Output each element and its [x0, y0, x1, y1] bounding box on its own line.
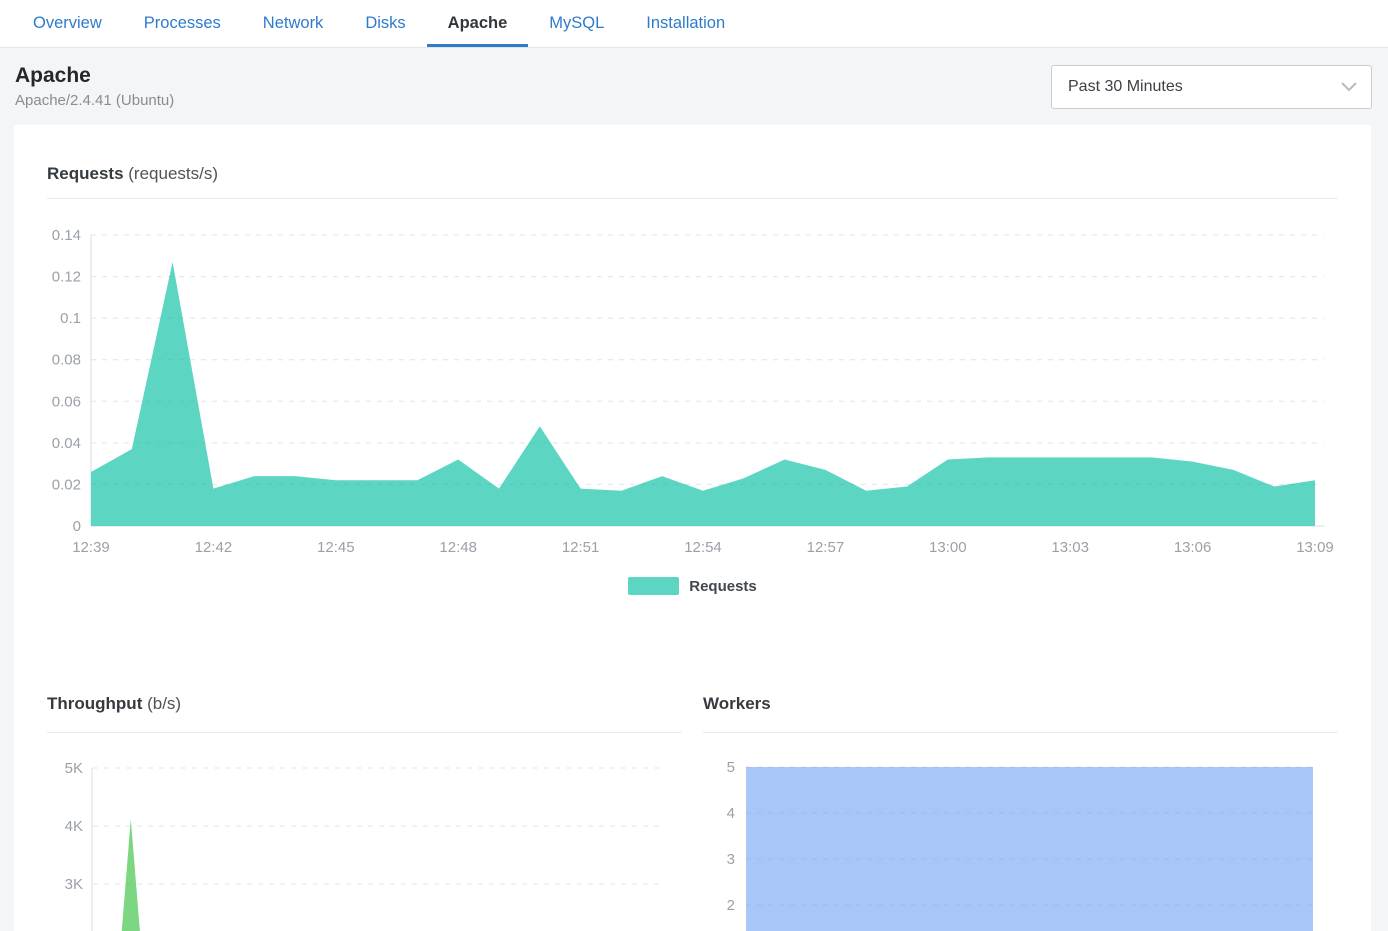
- y-tick-label: 0.1: [60, 310, 81, 327]
- y-tick-label: 0: [73, 518, 81, 535]
- legend-label: Requests: [689, 577, 757, 595]
- y-tick-label: 5K: [65, 760, 83, 777]
- y-tick-label: 3: [727, 851, 735, 868]
- legend-swatch: [628, 577, 680, 595]
- throughput-chart-svg: 3K 4K 5K: [65, 760, 664, 931]
- section-divider: [703, 732, 1338, 733]
- y-tick-label: 4K: [65, 818, 83, 835]
- workers-chart-section: Workers 2 3 4 5: [703, 694, 1338, 931]
- x-tick-label: 13:00: [929, 539, 967, 556]
- y-tick-label: 0.08: [52, 352, 81, 369]
- y-tick-label: 4: [727, 805, 735, 822]
- page-header-text: Apache Apache/2.4.41 (Ubuntu): [15, 64, 174, 108]
- x-tick-label: 13:06: [1174, 539, 1212, 556]
- tab-network[interactable]: Network: [262, 14, 324, 32]
- tab-mysql[interactable]: MySQL: [549, 14, 605, 32]
- content-card: Requests (requests/s) 0 0.02 0.04 0.06 0.08 0…: [14, 125, 1371, 931]
- area-series-workers: [746, 767, 1313, 931]
- tab-bar: Overview Processes Network Disks Apache MySQL…: [0, 0, 1388, 48]
- requests-chart-svg: 0 0.02 0.04 0.06 0.08 0.1 0.12 0.14 12:39 12:42 12…: [52, 227, 1334, 556]
- x-tick-label: 13:09: [1296, 539, 1334, 556]
- tab-disks[interactable]: Disks: [365, 14, 406, 32]
- throughput-chart[interactable]: 3K 4K 5K: [47, 733, 682, 931]
- x-tick-label: 12:48: [439, 539, 477, 556]
- tab-apache[interactable]: Apache: [426, 0, 529, 47]
- area-series-throughput: [121, 819, 140, 931]
- y-tick-label: 0.02: [52, 476, 81, 493]
- tab-installation[interactable]: Installation: [646, 14, 726, 32]
- requests-chart-legend: Requests: [47, 577, 1338, 595]
- x-tick-label: 12:54: [684, 539, 722, 556]
- workers-chart-svg: 2 3 4 5: [727, 759, 1313, 931]
- y-tick-label: 2: [727, 897, 735, 914]
- y-tick-label: 0.04: [52, 435, 81, 452]
- x-tick-label: 12:51: [562, 539, 600, 556]
- area-series-requests: [91, 262, 1315, 526]
- throughput-chart-title: Throughput (b/s): [47, 694, 182, 713]
- page-header: Apache Apache/2.4.41 (Ubuntu) Past 30 Mi…: [0, 48, 1388, 125]
- y-tick-label: 0.06: [52, 393, 81, 410]
- section-divider: [47, 732, 682, 733]
- throughput-chart-section: Throughput (b/s) 3K 4K 5K: [47, 694, 682, 931]
- requests-chart-title: Requests (requests/s): [47, 164, 219, 183]
- requests-chart[interactable]: 0 0.02 0.04 0.06 0.08 0.1 0.12 0.14 12:39 12:42 12…: [47, 199, 1338, 565]
- y-tick-label: 0.12: [52, 269, 81, 286]
- bottom-charts-row: Throughput (b/s) 3K 4K 5K Workers 2 3 4 5: [47, 694, 1338, 931]
- x-tick-label: 12:45: [317, 539, 355, 556]
- requests-chart-section: Requests (requests/s) 0 0.02 0.04 0.06 0.08 0…: [47, 164, 1338, 595]
- x-tick-label: 13:03: [1051, 539, 1089, 556]
- y-tick-label: 5: [727, 759, 735, 776]
- workers-chart-title: Workers: [703, 694, 771, 713]
- y-tick-label: 3K: [65, 876, 83, 893]
- y-tick-label: 0.14: [52, 227, 81, 244]
- x-tick-label: 12:42: [195, 539, 233, 556]
- x-tick-label: 12:39: [72, 539, 110, 556]
- chevron-down-icon: [1341, 81, 1357, 91]
- time-range-select[interactable]: Past 30 Minutes: [1051, 64, 1372, 109]
- page-subtitle: Apache/2.4.41 (Ubuntu): [15, 91, 175, 109]
- tab-processes[interactable]: Processes: [143, 14, 221, 32]
- workers-chart[interactable]: 2 3 4 5: [703, 733, 1338, 931]
- x-tick-label: 12:57: [807, 539, 845, 556]
- section-divider: [47, 198, 1338, 199]
- tab-overview[interactable]: Overview: [33, 14, 102, 32]
- time-range-value: Past 30 Minutes: [1068, 77, 1183, 95]
- page-title: Apache: [15, 64, 91, 88]
